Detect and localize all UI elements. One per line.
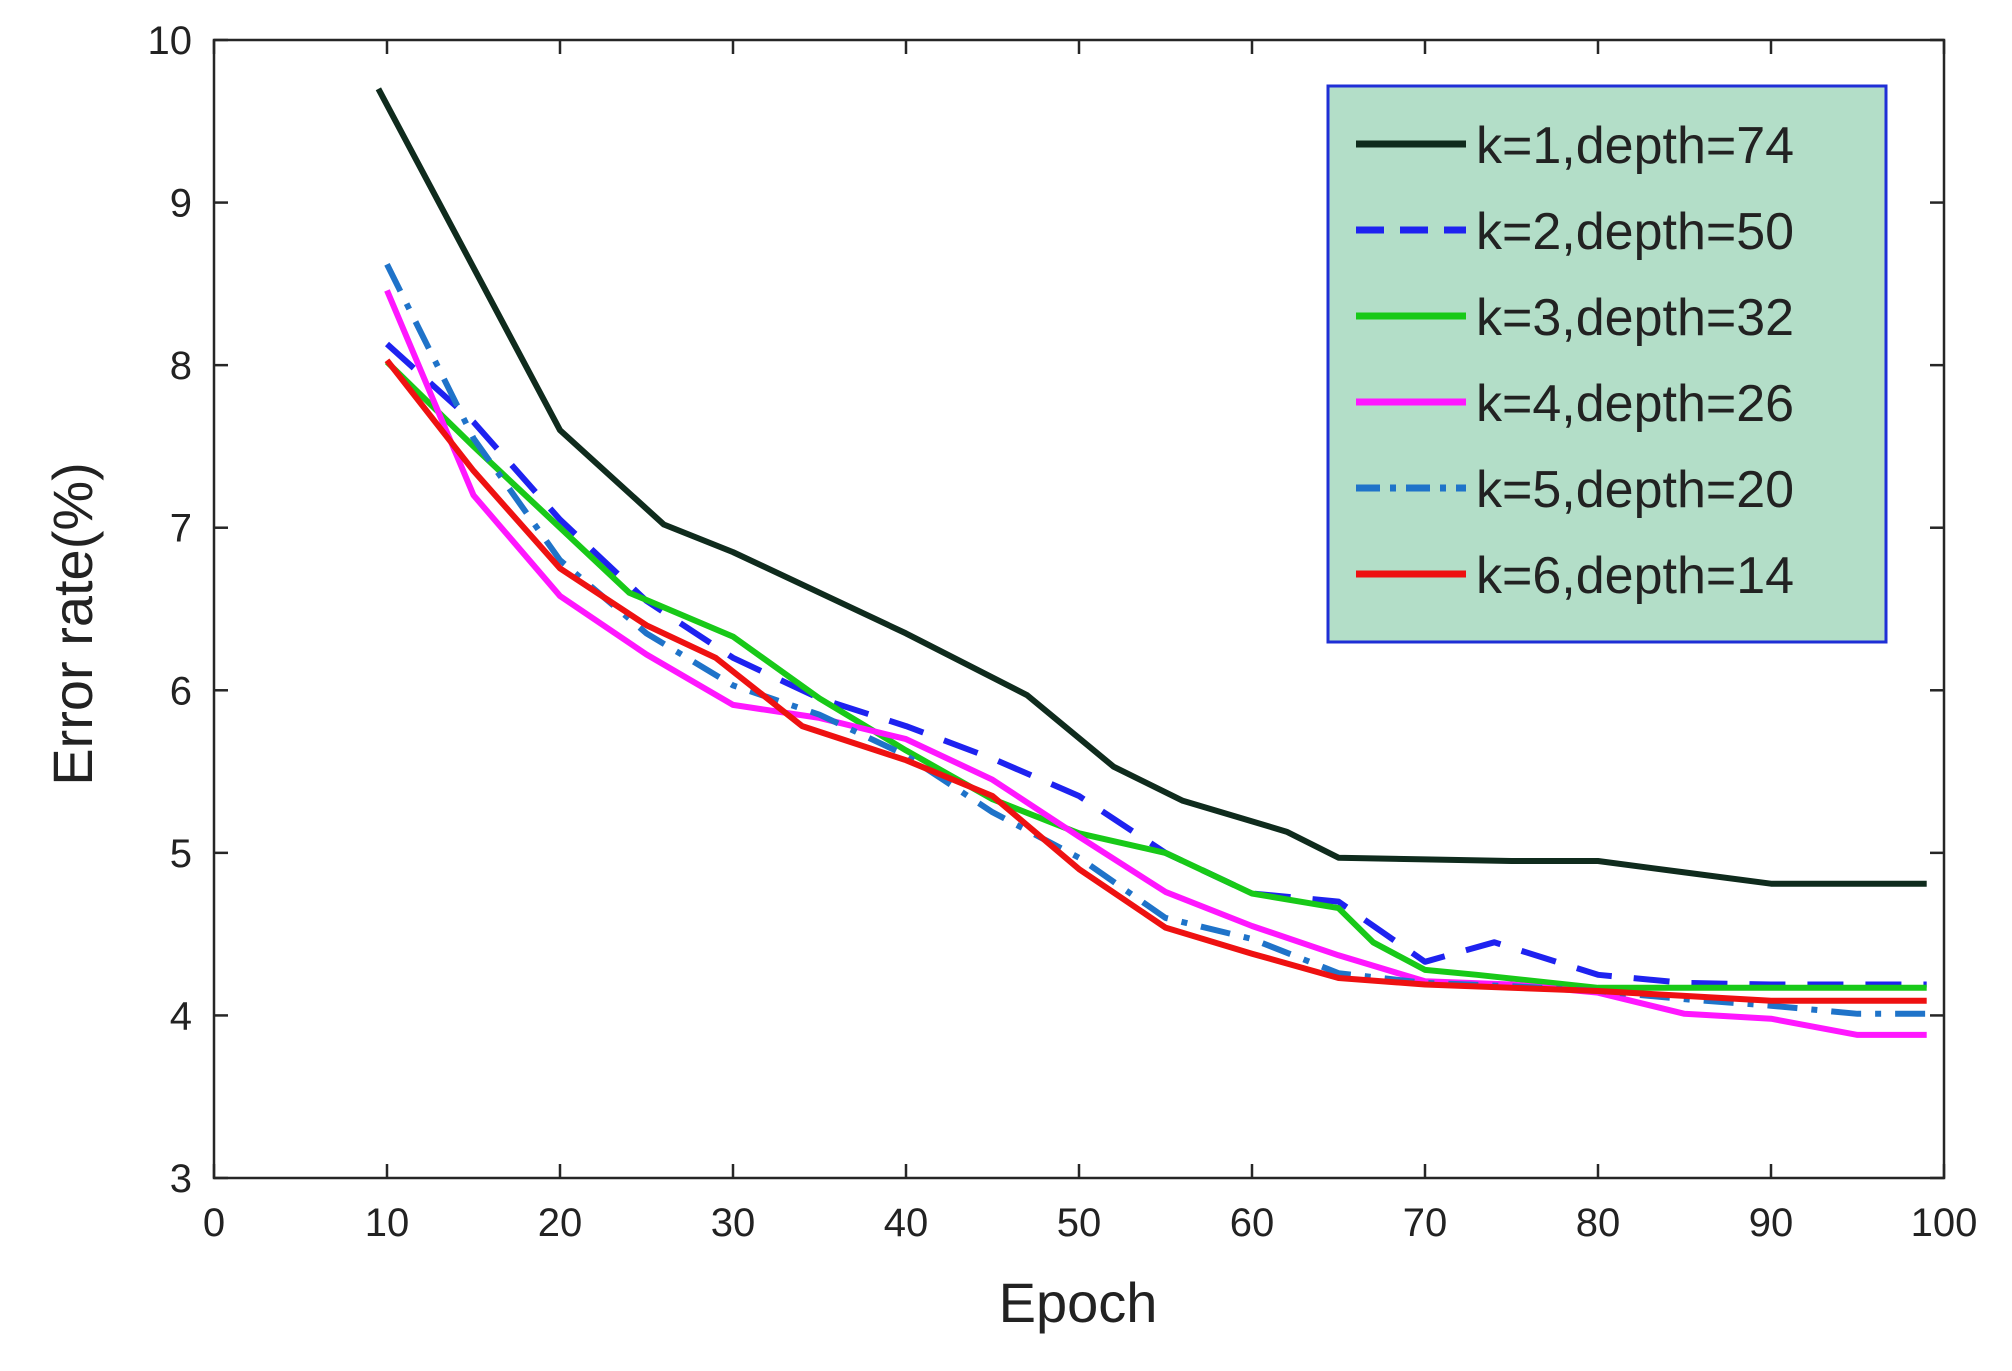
y-tick-label: 10 — [148, 19, 193, 63]
x-axis-label: Epoch — [999, 1271, 1158, 1334]
x-tick-label: 40 — [884, 1201, 929, 1245]
x-tick-label: 10 — [365, 1201, 410, 1245]
y-tick-label: 3 — [170, 1157, 192, 1201]
series-line-6 — [384, 358, 1927, 1004]
series-line-3 — [384, 359, 1927, 991]
series-line-1 — [375, 87, 1927, 887]
x-tick-label: 90 — [1749, 1201, 1794, 1245]
x-tick-label: 30 — [711, 1201, 756, 1245]
series-line-5 — [384, 262, 1927, 1017]
legend-label-2: k=2,depth=50 — [1476, 203, 1794, 261]
y-tick-label: 8 — [170, 344, 192, 388]
axes-layer: 0 10 20 30 40 50 60 70 80 90 100 3 4 5 6 7 8 9 10 — [148, 19, 1978, 1245]
x-tick-label: 20 — [538, 1201, 583, 1245]
y-tick-label: 4 — [170, 994, 192, 1038]
series-layer — [375, 87, 1927, 1038]
x-tick-label: 50 — [1057, 1201, 1102, 1245]
legend-label-3: k=3,depth=32 — [1476, 289, 1794, 347]
legend-label-6: k=6,depth=14 — [1476, 547, 1794, 605]
y-tick-label: 5 — [170, 832, 192, 876]
legend: k=1,depth=74 k=2,depth=50 k=3,depth=32 k=4,… — [1326, 84, 1888, 644]
x-tick-label: 70 — [1403, 1201, 1448, 1245]
y-tick-label: 7 — [170, 507, 192, 551]
x-tick-label: 100 — [1911, 1201, 1978, 1245]
x-tick-label: 80 — [1576, 1201, 1621, 1245]
x-tick-label: 60 — [1230, 1201, 1275, 1245]
y-axis-label: Error rate(%) — [41, 462, 104, 786]
legend-label-5: k=5,depth=20 — [1476, 461, 1794, 519]
x-tick-label: 0 — [203, 1201, 225, 1245]
legend-box — [1326, 84, 1888, 644]
legend-label-4: k=4,depth=26 — [1476, 375, 1794, 433]
y-tick-label: 6 — [170, 669, 192, 713]
series-line-2 — [384, 341, 1927, 988]
y-tick-label: 9 — [170, 182, 192, 226]
legend-label-1: k=1,depth=74 — [1476, 117, 1794, 175]
series-line-4 — [384, 289, 1927, 1038]
